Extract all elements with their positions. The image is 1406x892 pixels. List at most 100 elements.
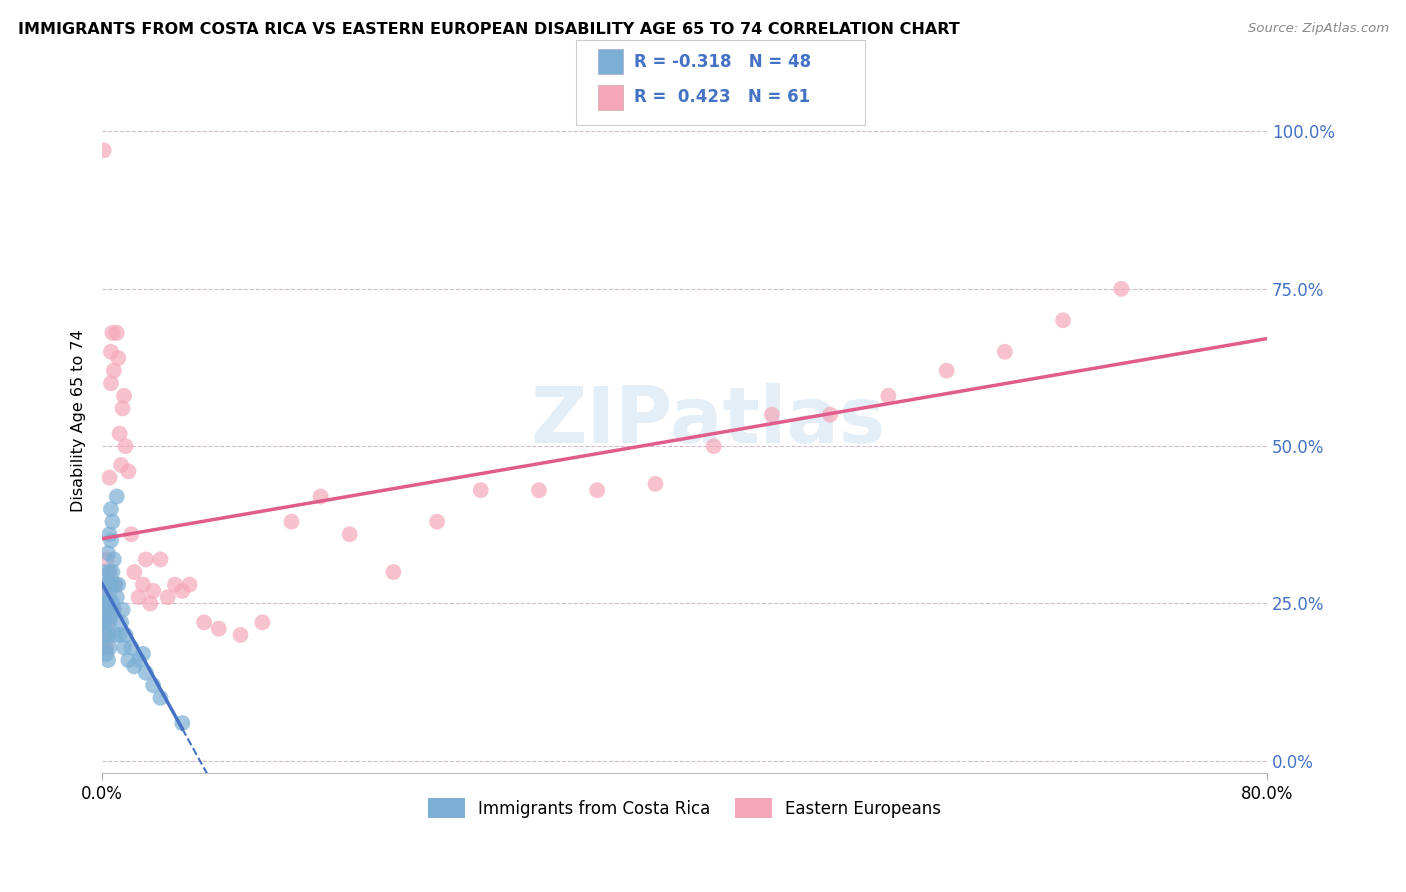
Point xyxy=(110,615,132,630)
Point xyxy=(93,615,115,630)
Point xyxy=(120,527,142,541)
Point xyxy=(100,502,122,516)
Point xyxy=(172,716,194,731)
Point xyxy=(128,591,150,605)
Point xyxy=(107,577,129,591)
Point xyxy=(94,565,117,579)
Point xyxy=(179,577,201,591)
Point xyxy=(97,546,120,560)
Point xyxy=(98,470,121,484)
Point xyxy=(135,552,157,566)
Point xyxy=(100,603,122,617)
Point xyxy=(101,326,124,340)
Point xyxy=(120,640,142,655)
Point xyxy=(470,483,492,498)
Point xyxy=(128,653,150,667)
Point xyxy=(93,615,115,630)
Point xyxy=(98,565,121,579)
Point xyxy=(96,628,118,642)
Point xyxy=(644,477,666,491)
Text: IMMIGRANTS FROM COSTA RICA VS EASTERN EUROPEAN DISABILITY AGE 65 TO 74 CORRELATI: IMMIGRANTS FROM COSTA RICA VS EASTERN EU… xyxy=(18,22,960,37)
Point xyxy=(94,597,117,611)
Point xyxy=(172,583,194,598)
Legend: Immigrants from Costa Rica, Eastern Europeans: Immigrants from Costa Rica, Eastern Euro… xyxy=(422,791,948,825)
Point xyxy=(97,628,120,642)
Point xyxy=(98,615,121,630)
Point xyxy=(156,591,179,605)
Point xyxy=(703,439,725,453)
Point xyxy=(101,577,124,591)
Point xyxy=(94,615,117,630)
Point xyxy=(1052,313,1074,327)
Point xyxy=(208,622,231,636)
Point xyxy=(132,577,155,591)
Point xyxy=(98,628,121,642)
Point xyxy=(103,603,125,617)
Point xyxy=(426,515,449,529)
Point xyxy=(122,565,145,579)
Point xyxy=(111,603,134,617)
Point xyxy=(94,591,117,605)
Point xyxy=(97,653,120,667)
Point xyxy=(96,647,118,661)
Point xyxy=(994,344,1017,359)
Point xyxy=(112,640,135,655)
Point xyxy=(96,552,118,566)
Point xyxy=(117,653,139,667)
Point xyxy=(163,577,186,591)
Point xyxy=(193,615,215,630)
Point xyxy=(93,144,115,158)
Point xyxy=(100,376,122,391)
Point xyxy=(114,439,136,453)
Point xyxy=(142,678,165,692)
Point xyxy=(97,615,120,630)
Point xyxy=(101,515,124,529)
Point xyxy=(101,565,124,579)
Point xyxy=(135,665,157,680)
Point xyxy=(339,527,361,541)
Point xyxy=(100,577,122,591)
Point xyxy=(105,591,128,605)
Point xyxy=(114,628,136,642)
Text: ZIPatlas: ZIPatlas xyxy=(530,383,886,459)
Point xyxy=(149,690,172,705)
Point xyxy=(1111,282,1133,296)
Point xyxy=(122,659,145,673)
Text: R =  0.423   N = 61: R = 0.423 N = 61 xyxy=(634,88,810,106)
Point xyxy=(112,389,135,403)
Point xyxy=(117,464,139,478)
Point xyxy=(96,640,118,655)
Point xyxy=(107,351,129,365)
Point xyxy=(96,577,118,591)
Point xyxy=(105,326,128,340)
Point xyxy=(104,628,127,642)
Point xyxy=(104,577,127,591)
Point xyxy=(382,565,405,579)
Point xyxy=(935,363,957,377)
Point xyxy=(103,603,125,617)
Point xyxy=(818,408,841,422)
Point xyxy=(252,615,274,630)
Point xyxy=(97,577,120,591)
Point xyxy=(104,577,127,591)
Point xyxy=(94,640,117,655)
Point xyxy=(98,591,121,605)
Point xyxy=(280,515,302,529)
Point xyxy=(139,597,162,611)
Point xyxy=(101,597,124,611)
Point xyxy=(108,628,131,642)
Point xyxy=(103,363,125,377)
Point xyxy=(142,583,165,598)
Point xyxy=(103,552,125,566)
Point xyxy=(132,647,155,661)
Point xyxy=(877,389,900,403)
Point xyxy=(100,609,122,624)
Text: Source: ZipAtlas.com: Source: ZipAtlas.com xyxy=(1249,22,1389,36)
Point xyxy=(96,603,118,617)
Text: R = -0.318   N = 48: R = -0.318 N = 48 xyxy=(634,53,811,70)
Point xyxy=(94,640,117,655)
Point xyxy=(527,483,550,498)
Y-axis label: Disability Age 65 to 74: Disability Age 65 to 74 xyxy=(72,330,86,512)
Point xyxy=(309,490,332,504)
Point xyxy=(93,591,115,605)
